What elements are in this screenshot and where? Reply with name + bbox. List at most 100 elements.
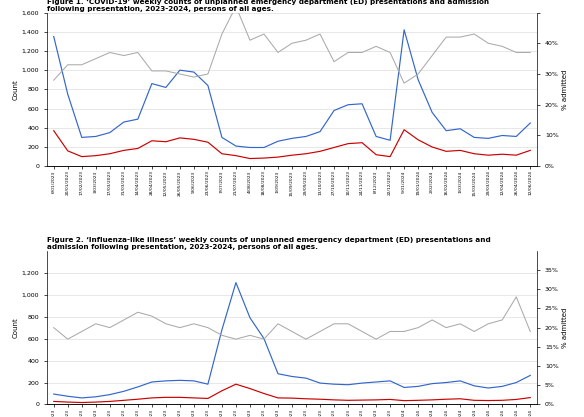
Number of presentations [232,280,239,285]
Number of admissions [64,399,71,404]
Number of presentations [260,336,267,341]
Presentations requiring admission (%) [274,50,281,55]
Number of presentations [120,389,127,394]
Number of admissions [204,396,211,401]
Number of presentations [64,92,71,97]
Presentations requiring admission (%) [499,44,506,49]
Number of admissions [527,395,534,400]
Y-axis label: % admitted: % admitted [562,307,568,348]
Number of presentations [373,379,380,384]
Line: Number of presentations: Number of presentations [54,30,530,148]
Presentations requiring admission (%) [190,75,197,80]
Number of admissions [401,127,408,132]
Number of admissions [50,399,57,404]
Number of presentations [331,382,338,387]
Presentations requiring admission (%) [345,321,352,326]
Number of presentations [401,27,408,32]
Number of admissions [106,399,113,404]
Number of admissions [190,137,197,142]
Number of admissions [50,128,57,133]
Number of admissions [429,145,436,150]
Number of presentations [120,120,127,125]
Presentations requiring admission (%) [387,50,394,55]
Presentations requiring admission (%) [331,59,338,64]
Number of admissions [527,148,534,153]
Y-axis label: Count: Count [13,317,19,338]
Presentations requiring admission (%) [485,41,492,46]
Presentations requiring admission (%) [471,32,478,37]
Presentations requiring admission (%) [527,329,534,334]
Y-axis label: Count: Count [13,79,19,100]
Number of presentations [513,134,520,139]
Number of admissions [443,149,450,154]
Presentations requiring admission (%) [443,325,450,330]
Presentations requiring admission (%) [148,314,155,319]
Number of presentations [485,386,492,391]
Line: Number of admissions: Number of admissions [54,384,530,402]
Presentations requiring admission (%) [499,317,506,322]
Y-axis label: % admitted: % admitted [562,69,568,110]
Number of admissions [134,397,141,402]
Presentations requiring admission (%) [246,333,253,338]
Number of admissions [92,399,99,404]
Number of presentations [92,394,99,399]
Number of presentations [359,101,366,106]
Number of presentations [387,138,394,143]
Line: Number of admissions: Number of admissions [54,130,530,158]
Number of admissions [303,396,310,401]
Presentations requiring admission (%) [78,62,85,67]
Number of admissions [317,149,324,154]
Number of presentations [387,378,394,383]
Number of presentations [50,34,57,39]
Presentations requiring admission (%) [513,294,520,299]
Presentations requiring admission (%) [415,71,422,76]
Presentations requiring admission (%) [120,53,127,58]
Presentations requiring admission (%) [457,35,464,40]
Presentations requiring admission (%) [303,337,310,342]
Presentations requiring admission (%) [106,325,113,330]
Presentations requiring admission (%) [345,50,352,55]
Number of admissions [415,137,422,142]
Number of presentations [401,385,408,390]
Number of presentations [176,68,183,73]
Number of admissions [260,391,267,396]
Number of admissions [373,152,380,157]
Number of presentations [218,135,225,140]
Presentations requiring admission (%) [64,337,71,342]
Number of presentations [457,126,464,131]
Number of presentations [527,121,534,126]
Presentations requiring admission (%) [303,38,310,43]
Number of presentations [78,135,85,140]
Number of presentations [527,373,534,378]
Presentations requiring admission (%) [232,4,239,9]
Number of admissions [246,156,253,161]
Number of admissions [331,397,338,402]
Number of presentations [373,134,380,139]
Legend: Number of admissions, Number of presentations, Presentations requiring admission: Number of admissions, Number of presenta… [153,258,431,267]
Number of admissions [78,400,85,405]
Number of admissions [499,152,506,157]
Number of presentations [162,378,169,383]
Number of presentations [148,379,155,384]
Number of presentations [429,110,436,115]
Number of presentations [274,139,281,144]
Number of presentations [246,315,253,320]
Number of presentations [429,381,436,386]
Presentations requiring admission (%) [260,337,267,342]
Number of admissions [331,145,338,150]
Number of admissions [120,398,127,403]
Presentations requiring admission (%) [513,50,520,55]
Presentations requiring admission (%) [274,321,281,326]
Presentations requiring admission (%) [457,321,464,326]
Number of admissions [513,397,520,402]
Number of presentations [78,395,85,400]
Number of admissions [359,397,366,402]
Presentations requiring admission (%) [218,333,225,338]
Number of admissions [134,146,141,151]
Number of admissions [443,397,450,402]
Presentations requiring admission (%) [120,317,127,322]
Number of admissions [120,148,127,153]
Number of admissions [162,395,169,400]
Number of presentations [499,133,506,138]
Number of admissions [303,151,310,156]
